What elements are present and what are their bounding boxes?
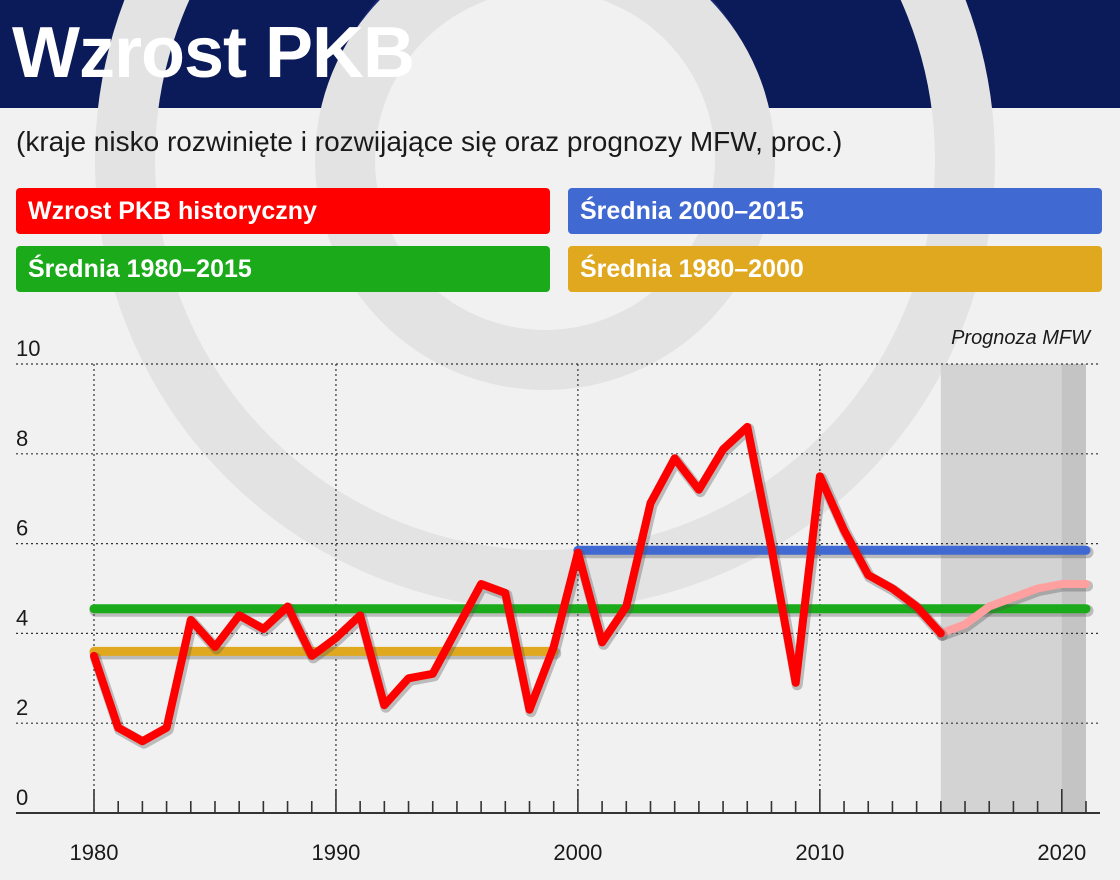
x-tick-label: 2000 [553,840,602,865]
series-layer [89,422,1094,749]
chart-subtitle: (kraje nisko rozwinięte i rozwijające si… [16,126,843,157]
forecast-label: Prognoza MFW [951,327,1092,349]
legend-item-average-1980-2000: Średnia 1980–2000 [568,246,1102,292]
series-historical [90,422,945,746]
x-tick-label: 1980 [70,840,119,865]
forecast-layer [940,364,1086,813]
axis-layer: Prognoza MFW 0 2 4 6 8 10 1980 1990 2000 2010 2020 [16,327,1100,865]
legend-item-historical: Wzrost PKB historyczny [16,188,550,234]
y-tick-label: 4 [16,605,28,630]
series-forecast [936,580,1090,638]
x-tick-label: 1990 [311,840,360,865]
y-tick-label: 6 [16,516,28,541]
y-tick-label: 0 [16,785,28,810]
y-tick-label: 2 [16,695,28,720]
x-tick-label: 2010 [795,840,844,865]
chart-title: Wzrost PKB [12,13,415,93]
y-tick-label: 8 [16,426,28,451]
forecast-region-last-year [1061,364,1086,813]
legend-item-average-1980-2015: Średnia 1980–2015 [16,246,550,292]
x-tick-label: 2020 [1037,840,1086,865]
legend-item-average-2000-2015: Średnia 2000–2015 [568,188,1102,234]
y-tick-label: 10 [16,336,40,361]
